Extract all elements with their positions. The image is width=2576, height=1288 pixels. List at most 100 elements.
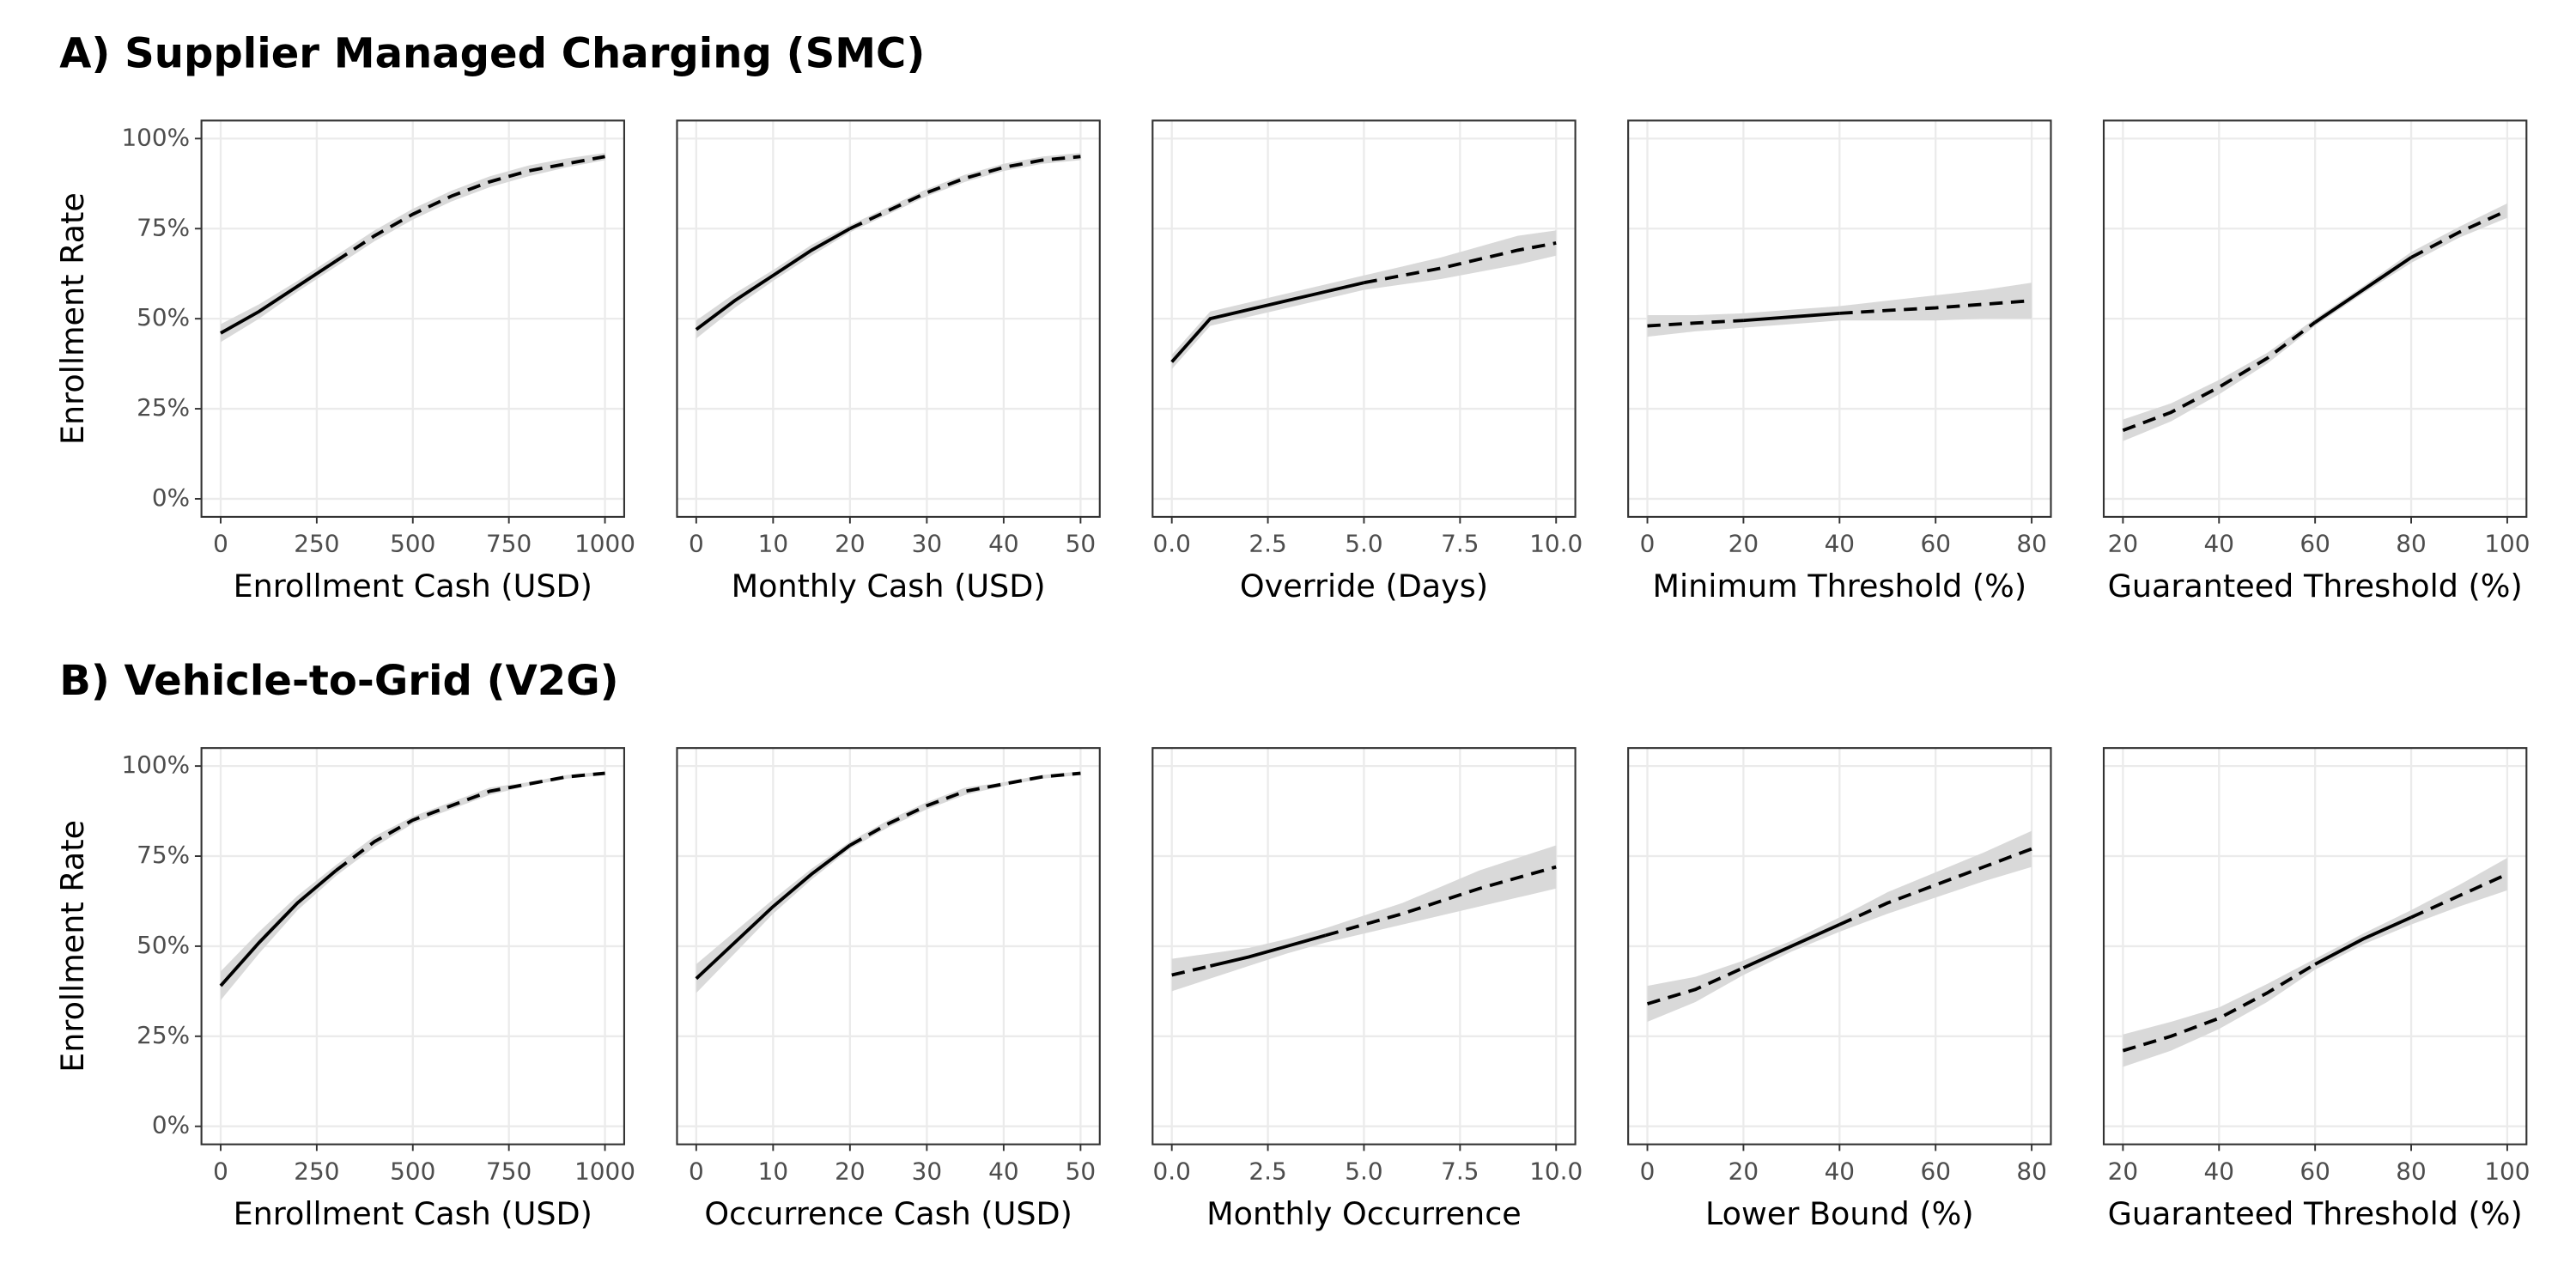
y-axis-label: Enrollment Rate: [54, 820, 91, 1072]
x-tick-label: 0.0: [1153, 530, 1191, 558]
x-axis-label: Monthly Cash (USD): [732, 568, 1046, 605]
x-tick-label: 40: [1825, 1157, 1855, 1185]
panel-border: [2102, 119, 2528, 518]
panel-border: [2102, 747, 2528, 1145]
x-tick-label: 50: [1066, 530, 1096, 558]
x-axis-label: Guaranteed Threshold (%): [2108, 1195, 2523, 1232]
y-tick-label: 50%: [137, 931, 190, 959]
line: [1646, 847, 2032, 1005]
x-tick-label: 40: [988, 530, 1018, 558]
x-tick-label: 40: [2204, 1157, 2234, 1185]
x-tick-label: 20: [835, 1157, 865, 1185]
x-tick-label: 40: [988, 1157, 1018, 1185]
line: [849, 155, 1081, 231]
line: [1170, 281, 1364, 363]
x-axis-label: Guaranteed Threshold (%): [2108, 568, 2523, 605]
x-tick-label: 100: [2484, 1157, 2530, 1185]
x-tick-label: 10.0: [1529, 530, 1583, 558]
x-tick-label: 0: [689, 1157, 704, 1185]
y-tick-label: 0%: [152, 1111, 190, 1139]
line: [335, 155, 605, 263]
line: [1742, 922, 1841, 969]
x-tick-label: 20: [2108, 530, 2138, 558]
y-tick-label: 25%: [137, 393, 190, 422]
x-tick-label: 0: [1640, 1157, 1656, 1185]
x-tick-label: 500: [390, 530, 435, 558]
line: [2122, 209, 2508, 433]
x-tick-label: 60: [2300, 530, 2330, 558]
panel-border: [1151, 747, 1577, 1145]
confidence-band: [1171, 845, 1557, 992]
x-tick-label: 0.0: [1153, 1157, 1191, 1185]
x-tick-label: 5.0: [1345, 530, 1382, 558]
y-tick-label: 50%: [137, 303, 190, 331]
x-axis-label: Occurrence Cash (USD): [704, 1195, 1072, 1232]
x-tick-label: 0: [689, 530, 704, 558]
line: [1210, 933, 1327, 968]
x-tick-label: 20: [835, 530, 865, 558]
section-title: A) Supplier Managed Charging (SMC): [59, 29, 925, 77]
line: [1171, 865, 1557, 977]
x-tick-label: 60: [1920, 1157, 1950, 1185]
line: [695, 227, 851, 331]
y-tick-label: 100%: [121, 750, 190, 779]
x-tick-label: 0: [1640, 530, 1656, 558]
y-tick-label: 75%: [137, 841, 190, 869]
panel-border: [676, 747, 1101, 1145]
x-tick-label: 40: [1825, 530, 1855, 558]
x-tick-label: 30: [912, 1157, 942, 1185]
x-tick-label: 750: [486, 530, 532, 558]
x-tick-label: 80: [2396, 530, 2426, 558]
section-title: B) Vehicle-to-Grid (V2G): [59, 657, 618, 705]
y-tick-label: 75%: [137, 213, 190, 241]
y-axis-label: Enrollment Rate: [54, 192, 91, 445]
x-tick-label: 50: [1066, 1157, 1096, 1185]
x-tick-label: 80: [2016, 530, 2046, 558]
x-tick-label: 80: [2016, 1157, 2046, 1185]
x-axis-label: Enrollment Cash (USD): [234, 1195, 592, 1232]
line: [2122, 872, 2508, 1053]
x-tick-label: 100: [2484, 530, 2530, 558]
y-tick-label: 100%: [121, 123, 190, 151]
y-tick-label: 25%: [137, 1021, 190, 1049]
x-tick-label: 20: [1728, 1157, 1759, 1185]
x-tick-label: 250: [294, 1157, 339, 1185]
confidence-band: [1647, 283, 2032, 337]
x-tick-label: 250: [294, 530, 339, 558]
x-tick-label: 7.5: [1441, 1157, 1479, 1185]
line: [2314, 915, 2412, 966]
line: [848, 771, 1081, 848]
x-tick-label: 2.5: [1249, 1157, 1286, 1185]
x-tick-label: 500: [390, 1157, 435, 1185]
line: [1364, 241, 1557, 285]
x-tick-label: 1000: [574, 1157, 635, 1185]
panel-border: [200, 119, 625, 518]
x-tick-label: 5.0: [1345, 1157, 1382, 1185]
line: [219, 869, 337, 987]
x-tick-label: 80: [2396, 1157, 2426, 1185]
x-tick-label: 2.5: [1249, 530, 1286, 558]
x-axis-label: Lower Bound (%): [1705, 1195, 1974, 1232]
panel-border: [200, 747, 625, 1145]
x-tick-label: 10.0: [1529, 1157, 1583, 1185]
x-axis-label: Minimum Threshold (%): [1653, 568, 2027, 605]
panel-border: [1627, 747, 2052, 1145]
panel-border: [1151, 119, 1577, 518]
x-tick-label: 30: [912, 530, 942, 558]
x-tick-label: 0: [213, 1157, 228, 1185]
x-tick-label: 20: [1728, 530, 1759, 558]
x-tick-label: 60: [1920, 530, 1950, 558]
x-axis-label: Override (Days): [1240, 568, 1488, 605]
x-axis-label: Enrollment Cash (USD): [234, 568, 592, 605]
x-tick-label: 7.5: [1441, 530, 1479, 558]
x-tick-label: 10: [758, 530, 788, 558]
line: [2314, 256, 2413, 324]
x-tick-label: 10: [758, 1157, 788, 1185]
confidence-band: [220, 771, 605, 1000]
line: [335, 771, 605, 872]
x-tick-label: 60: [2300, 1157, 2330, 1185]
panel-border: [676, 119, 1101, 518]
y-tick-label: 0%: [152, 483, 190, 512]
